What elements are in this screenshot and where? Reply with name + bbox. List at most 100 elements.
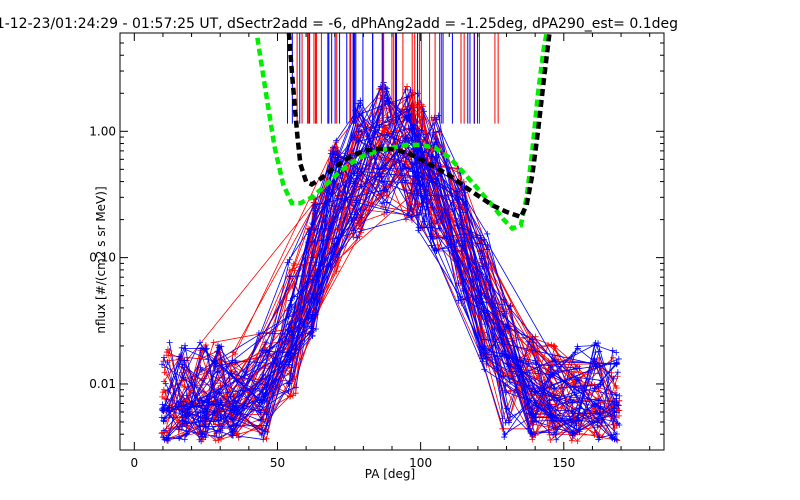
data-point xyxy=(568,437,575,444)
data-point xyxy=(210,418,217,425)
chart-title: 021-12-23/01:24:29 - 01:57:25 UT, dSectr… xyxy=(0,16,678,32)
data-point xyxy=(160,404,167,411)
data-point xyxy=(215,437,222,444)
data-point xyxy=(327,150,334,157)
data-point xyxy=(406,193,413,200)
data-point xyxy=(501,352,508,359)
data-point xyxy=(503,389,510,396)
data-point xyxy=(408,111,415,118)
data-point xyxy=(286,266,293,273)
data-point xyxy=(213,430,220,437)
data-point xyxy=(376,173,383,180)
trace-line xyxy=(167,87,617,436)
data-point xyxy=(286,256,293,263)
data-point xyxy=(257,417,264,424)
data-point xyxy=(591,355,598,362)
data-point xyxy=(570,384,577,391)
data-point xyxy=(198,433,205,440)
data-point xyxy=(507,302,514,309)
y-tick-label: 1.00 xyxy=(89,124,116,138)
data-point xyxy=(499,313,506,320)
data-point xyxy=(160,434,167,441)
data-point xyxy=(312,207,319,214)
trace-line xyxy=(187,151,615,430)
y-tick-label: 0.01 xyxy=(89,377,116,391)
data-point xyxy=(334,263,341,270)
data-point xyxy=(232,350,239,357)
trace-line xyxy=(183,118,613,439)
data-point xyxy=(379,200,386,207)
data-point xyxy=(434,241,441,248)
data-point xyxy=(176,426,183,433)
data-point xyxy=(160,354,167,361)
spike-lines xyxy=(286,33,499,124)
data-point xyxy=(596,405,603,412)
data-point xyxy=(462,200,469,207)
flux-trace-0000ff-40 xyxy=(183,122,622,427)
data-point xyxy=(380,173,387,180)
data-point xyxy=(308,329,315,336)
data-point xyxy=(481,290,488,297)
data-point xyxy=(613,361,620,368)
data-point xyxy=(616,392,623,399)
data-point xyxy=(201,412,208,419)
data-point xyxy=(212,437,219,444)
data-point xyxy=(501,431,508,438)
data-point xyxy=(214,342,221,349)
trace-line xyxy=(169,161,596,437)
data-point xyxy=(233,431,240,438)
data-point xyxy=(182,342,189,349)
data-point xyxy=(436,128,443,135)
data-point xyxy=(597,381,604,388)
data-point xyxy=(263,411,270,418)
data-point xyxy=(610,418,617,425)
data-point xyxy=(550,418,557,425)
data-point xyxy=(568,416,575,423)
data-point xyxy=(380,187,387,194)
data-point xyxy=(431,247,438,254)
flux-trace-0000ff-25 xyxy=(166,113,616,426)
data-point xyxy=(160,418,167,425)
data-point xyxy=(479,355,486,362)
data-point xyxy=(210,339,217,346)
data-point xyxy=(197,364,204,371)
data-point xyxy=(378,178,385,185)
data-point xyxy=(351,183,358,190)
data-point xyxy=(159,401,166,408)
data-point xyxy=(327,225,334,232)
data-point xyxy=(351,211,358,218)
data-point xyxy=(484,356,491,363)
data-point xyxy=(596,363,603,370)
data-point xyxy=(415,175,422,182)
data-point xyxy=(329,144,336,151)
data-point xyxy=(595,340,602,347)
data-point xyxy=(596,410,603,417)
data-point xyxy=(306,226,313,233)
data-point xyxy=(553,428,560,435)
data-point xyxy=(575,387,582,394)
x-tick-label: 50 xyxy=(270,456,285,470)
plot-area xyxy=(158,33,623,445)
data-point xyxy=(288,331,295,338)
data-point xyxy=(308,323,315,330)
data-point xyxy=(505,419,512,426)
data-point xyxy=(212,360,219,367)
data-point xyxy=(525,425,532,432)
data-point xyxy=(179,408,186,415)
data-point xyxy=(218,399,225,406)
data-point xyxy=(331,203,338,210)
data-point xyxy=(569,432,576,439)
data-point xyxy=(546,397,553,404)
flux-trace-0000ff-32 xyxy=(160,95,621,443)
trace-line xyxy=(161,94,617,435)
data-point xyxy=(533,400,540,407)
data-point xyxy=(501,434,508,441)
data-point xyxy=(202,346,209,353)
data-point xyxy=(610,354,617,361)
data-point xyxy=(217,427,224,434)
x-axis-label: PA [deg] xyxy=(365,467,415,481)
data-point xyxy=(416,170,423,177)
data-point xyxy=(615,355,622,362)
data-point xyxy=(571,389,578,396)
data-point xyxy=(218,343,225,350)
